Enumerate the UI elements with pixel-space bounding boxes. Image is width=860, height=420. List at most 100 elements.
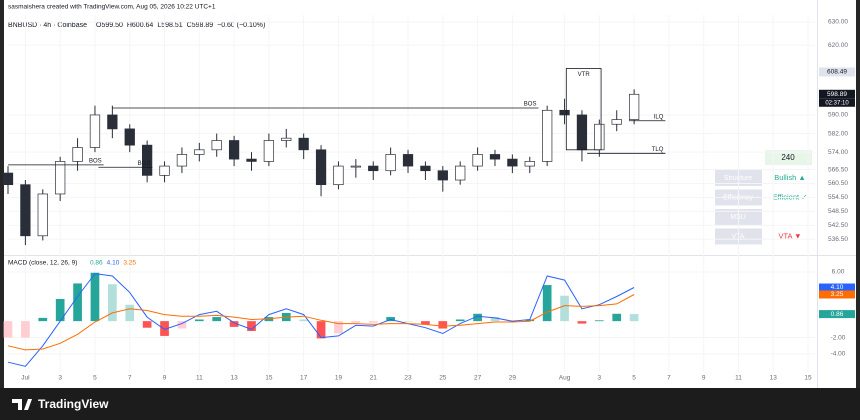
y-tick-label: 574.00 [828, 149, 848, 156]
countdown-badge [819, 98, 855, 107]
y-tick-label: 6.00 [832, 269, 845, 276]
x-tick-label: 19 [335, 375, 343, 382]
x-tick-label: 29 [509, 375, 517, 382]
histogram-bar [125, 304, 135, 322]
ohlc-value: L598.51 [157, 22, 182, 29]
histogram-bar [438, 321, 448, 329]
histogram-bar [577, 321, 587, 324]
candle-body [246, 158, 257, 162]
candle-body [489, 154, 501, 160]
candle-body [350, 165, 361, 168]
price-badge-label: 608.49 [827, 69, 847, 76]
histogram-bar [299, 319, 309, 322]
histogram-bar [160, 321, 169, 336]
candle-body [298, 137, 309, 151]
timeframe-box [765, 150, 812, 165]
value-badge-label: 0.86 [831, 311, 844, 318]
price-badge [819, 67, 855, 77]
y-tick-label: 582.00 [828, 130, 848, 137]
histogram-bar [421, 321, 430, 325]
countdown: 02:37:10 [825, 100, 849, 106]
level-label: BOS [89, 158, 102, 164]
candle-body [107, 114, 118, 130]
candle-body [455, 165, 466, 181]
logo [12, 399, 32, 410]
x-tick-label: 5 [93, 375, 97, 382]
candle-body [333, 165, 344, 186]
y-tick-label: 542.50 [828, 222, 848, 229]
level-label: ILQ [654, 114, 664, 120]
histogram-bar [629, 314, 639, 322]
candle-body [176, 154, 188, 167]
macd-line [7, 273, 635, 367]
candle-body [211, 140, 222, 151]
value-badge [819, 310, 855, 319]
x-tick-label: Aug [559, 375, 571, 382]
level-label: TLQ [652, 147, 664, 153]
y-tick-label: 566.50 [828, 166, 848, 173]
symbol: BNBUSD · 4h · Coinbase [8, 22, 87, 29]
y-tick-label: 536.50 [828, 236, 848, 243]
macd-line [7, 294, 635, 351]
histogram-bar [542, 285, 552, 322]
value-badge [819, 283, 855, 292]
zone-label: VTR [578, 72, 591, 78]
brand: TradingView [38, 397, 109, 411]
zone-box [565, 68, 602, 151]
level-label: BOS [524, 102, 537, 108]
histogram-bar [194, 319, 204, 322]
y-tick-label: 590.00 [828, 112, 848, 119]
histogram-bar [490, 317, 500, 322]
candle-body [594, 123, 605, 151]
histogram-bar [368, 321, 378, 323]
histogram-bar [525, 319, 535, 322]
histogram-bar [316, 321, 326, 339]
macd-value: 0.86 [90, 260, 103, 267]
candle-body [20, 184, 31, 237]
ohlc-value: H600.64 [127, 22, 154, 29]
candle-body [281, 137, 292, 141]
x-tick-label: 15 [265, 375, 273, 382]
x-tick-label: 17 [300, 375, 308, 382]
histogram-bar [455, 319, 465, 322]
y-tick-label: 560.50 [828, 180, 848, 187]
candle-body [263, 140, 275, 162]
candle-body [611, 119, 622, 125]
candle-body [437, 170, 448, 181]
candle-body [228, 140, 240, 160]
histogram-bar [73, 283, 82, 322]
x-tick-label: 27 [474, 375, 482, 382]
candle-body [385, 154, 396, 172]
level-label: BOS [138, 161, 151, 167]
macd-value: 4.10 [107, 260, 120, 267]
candle-body [559, 109, 570, 116]
candle-body [472, 154, 483, 167]
timeframe: 240 [781, 153, 795, 162]
value-badge-label: 4.10 [831, 284, 844, 291]
candle-body [142, 144, 153, 176]
price-badge-label: 598.89 [827, 91, 847, 98]
histogram-bar [108, 284, 117, 322]
y-tick-label: 548.50 [828, 208, 848, 215]
macd-title: MACD (close, 12, 26, 9) [8, 260, 77, 267]
x-tick-label: Jul [21, 375, 30, 382]
x-tick-label: 13 [770, 375, 778, 382]
histogram-bar [473, 313, 482, 322]
histogram-bar [351, 321, 361, 323]
y-tick-label: -4.00 [831, 351, 846, 358]
candle-body [124, 128, 135, 146]
candle-body [576, 114, 588, 151]
macd-value: 3.25 [123, 260, 136, 267]
price-badge [819, 89, 855, 99]
candle-body [89, 114, 101, 148]
ohlc-value: −0.60 (−0.10%) [217, 22, 265, 29]
candle-body [628, 93, 640, 120]
histogram-bar [177, 321, 187, 329]
candle-body [55, 161, 66, 195]
x-tick-label: 9 [702, 375, 706, 382]
histogram-bar [55, 299, 65, 322]
histogram-bar [3, 321, 13, 338]
byline: sasmaishera created with TradingView.com… [8, 4, 216, 11]
row-status: Bullish ▲ [774, 173, 806, 182]
candle-body [159, 165, 170, 176]
